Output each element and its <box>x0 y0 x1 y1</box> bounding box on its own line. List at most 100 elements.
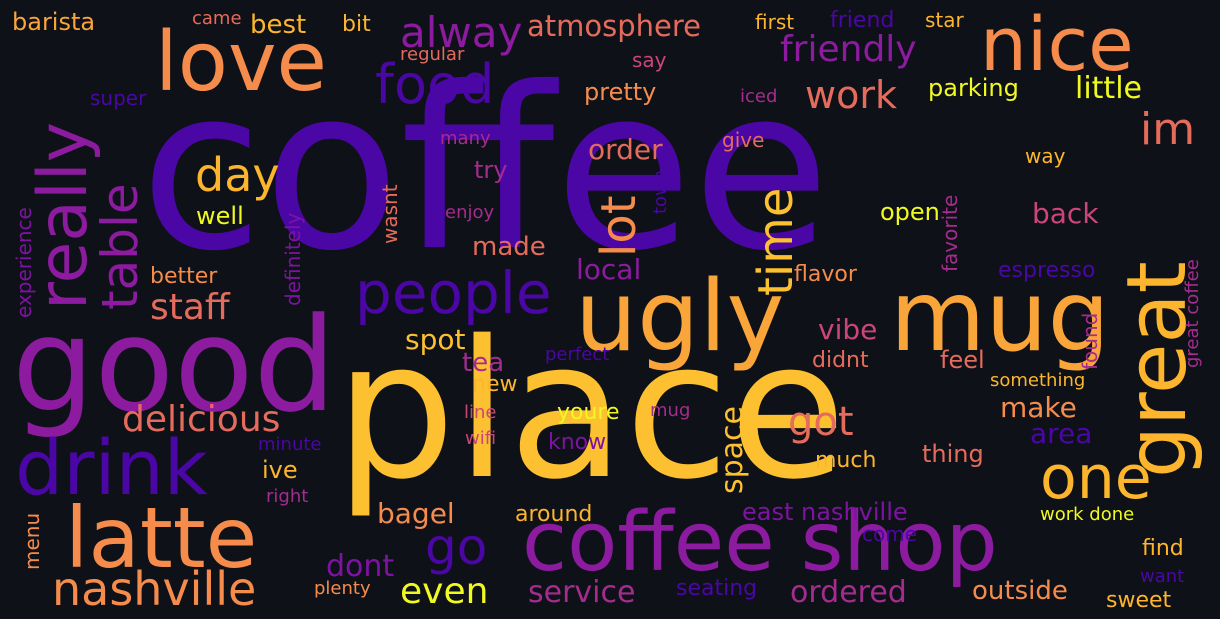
word-came: came <box>192 8 242 29</box>
word-really: really <box>24 122 103 310</box>
word-come: come <box>862 522 918 546</box>
word-much: much <box>815 448 877 473</box>
word-way: way <box>1025 144 1066 168</box>
word-definitely: definitely <box>281 212 305 306</box>
word-mug-small: mug <box>650 400 691 421</box>
word-thing: thing <box>922 440 984 468</box>
word-ugly: ugly <box>575 260 785 374</box>
word-plenty: plenty <box>314 578 371 599</box>
word-back: back <box>1032 197 1099 230</box>
word-flavor: flavor <box>794 262 857 287</box>
word-day: day <box>195 148 280 202</box>
word-east-nashville: east nashville <box>742 498 908 526</box>
word-drink: drink <box>15 423 208 512</box>
word-menu: menu <box>20 512 44 570</box>
word-wifi: wifi <box>465 428 497 449</box>
word-open: open <box>880 198 940 226</box>
word-spot: spot <box>405 323 466 356</box>
word-delicious: delicious <box>122 399 281 440</box>
word-got: got <box>788 399 854 445</box>
word-sweet: sweet <box>1106 588 1172 613</box>
word-space: space <box>715 405 750 494</box>
word-bit: bit <box>342 12 371 37</box>
word-even: even <box>400 571 489 612</box>
word-friend: friend <box>830 8 895 33</box>
word-right: right <box>266 486 309 507</box>
word-good: good <box>12 289 337 441</box>
word-didnt: didnt <box>812 348 869 373</box>
word-super: super <box>90 86 147 110</box>
word-service: service <box>528 575 636 610</box>
word-lot: lot <box>591 195 647 257</box>
word-area: area <box>1030 417 1093 450</box>
word-tea: tea <box>462 348 505 378</box>
word-love: love <box>155 15 327 110</box>
word-pretty: pretty <box>584 78 657 106</box>
word-outside: outside <box>972 576 1068 606</box>
word-work-done: work done <box>1040 504 1135 525</box>
word-mug: mug <box>890 260 1110 374</box>
word-enjoy: enjoy <box>445 202 495 223</box>
word-line: line <box>464 402 497 423</box>
word-staff: staff <box>150 287 230 328</box>
word-ordered: ordered <box>790 575 907 610</box>
word-nice: nice <box>980 2 1134 88</box>
word-parking: parking <box>928 74 1019 102</box>
word-found: found <box>1078 312 1102 370</box>
word-well: well <box>196 202 244 230</box>
word-know: know <box>548 430 607 455</box>
word-local: local <box>576 253 642 286</box>
word-ive: ive <box>262 456 298 484</box>
word-coffee-shop: coffee shop <box>522 495 998 590</box>
word-alway: alway <box>400 8 523 57</box>
word-seating: seating <box>676 576 758 601</box>
word-regular: regular <box>400 44 465 65</box>
word-many: many <box>440 128 491 149</box>
word-minute: minute <box>258 434 322 455</box>
word-great-coffee: great coffee <box>1182 259 1203 368</box>
word-want: want <box>1140 566 1185 587</box>
word-order: order <box>588 133 663 166</box>
word-wasnt: wasnt <box>378 184 402 244</box>
word-favorite: favorite <box>938 194 962 272</box>
word-new: new <box>472 372 518 397</box>
word-something: something <box>990 370 1086 391</box>
word-vibe: vibe <box>818 313 878 346</box>
word-nashville: nashville <box>52 562 257 616</box>
word-work: work <box>805 73 897 117</box>
word-try: try <box>474 156 508 184</box>
word-first: first <box>755 10 795 34</box>
word-bagel: bagel <box>377 497 455 530</box>
word-give: give <box>722 128 765 152</box>
word-youre: youre <box>557 400 620 425</box>
word-find: find <box>1142 536 1184 561</box>
word-table: table <box>91 183 149 310</box>
word-food: food <box>375 53 495 116</box>
word-espresso: espresso <box>998 258 1096 283</box>
word-friendly: friendly <box>780 29 917 70</box>
word-say: say <box>632 48 667 72</box>
word-time: time <box>748 187 804 296</box>
word-best: best <box>250 10 307 40</box>
word-atmosphere: atmosphere <box>527 9 701 43</box>
word-experience: experience <box>12 207 36 318</box>
word-place: place <box>335 300 847 521</box>
word-iced: iced <box>740 86 778 107</box>
word-people: people <box>355 259 552 327</box>
word-dont: dont <box>326 549 395 584</box>
word-little: little <box>1075 71 1142 106</box>
word-barista: barista <box>12 8 96 36</box>
word-perfect: perfect <box>545 344 610 365</box>
word-latte: latte <box>65 489 258 587</box>
word-town: town <box>650 169 671 214</box>
word-im: im <box>1140 104 1196 155</box>
word-made: made <box>472 232 546 262</box>
word-one: one <box>1040 443 1152 513</box>
word-feel: feel <box>940 346 985 374</box>
word-around: around <box>515 502 593 527</box>
word-go: go <box>425 518 488 576</box>
word-make: make <box>1000 391 1077 424</box>
word-star: star <box>925 8 964 32</box>
word-coffee: coffee <box>140 39 831 300</box>
